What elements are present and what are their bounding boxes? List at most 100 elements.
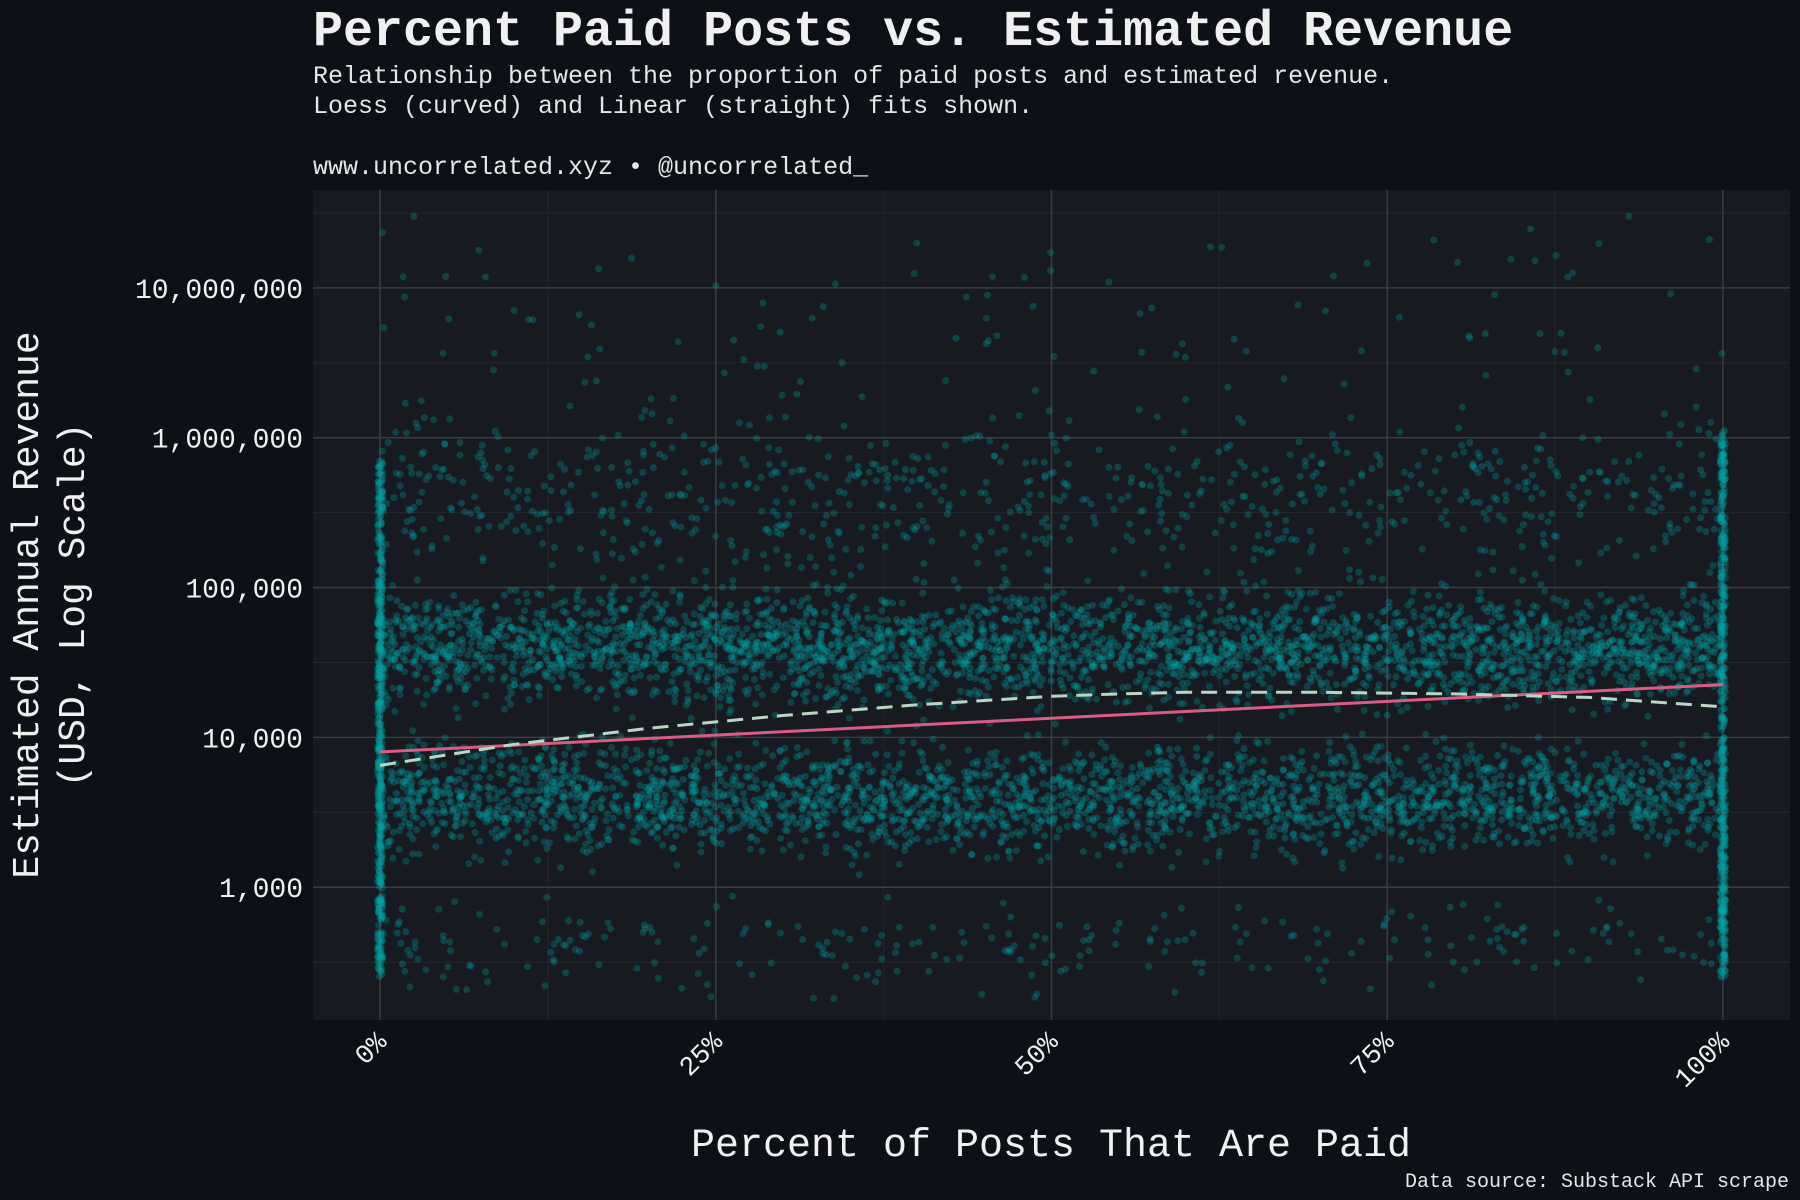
data-point <box>1556 673 1564 681</box>
data-point <box>992 658 1000 666</box>
data-point <box>1585 641 1592 649</box>
data-point <box>1404 601 1412 609</box>
data-point <box>1678 665 1686 672</box>
data-point <box>1002 597 1010 605</box>
data-point <box>1023 617 1031 625</box>
data-point <box>1271 617 1279 625</box>
data-point <box>1118 650 1126 658</box>
data-point <box>661 791 669 799</box>
data-point <box>602 817 610 825</box>
data-point <box>1698 599 1706 607</box>
data-point <box>754 684 762 692</box>
data-point <box>490 628 498 636</box>
data-point <box>1570 647 1578 655</box>
data-point <box>537 648 545 656</box>
data-point <box>1317 633 1325 641</box>
data-point <box>611 641 619 649</box>
data-point <box>1296 618 1304 626</box>
data-point <box>726 601 734 609</box>
data-point <box>1535 678 1543 686</box>
data-point <box>481 646 489 654</box>
data-point <box>652 615 660 623</box>
data-point <box>1592 633 1600 641</box>
data-point <box>1218 653 1226 660</box>
data-point <box>740 661 748 669</box>
data-point <box>1330 655 1338 663</box>
data-point <box>1377 660 1385 667</box>
data-point <box>849 653 857 661</box>
data-point <box>1039 780 1047 788</box>
data-point <box>555 637 563 645</box>
data-point <box>1428 665 1435 673</box>
data-point <box>1195 633 1203 641</box>
data-point <box>875 685 883 693</box>
data-point <box>1032 639 1040 647</box>
data-point <box>744 651 752 659</box>
data-point <box>1627 650 1635 658</box>
data-point <box>1570 634 1578 642</box>
data-point <box>909 638 917 645</box>
data-point <box>762 609 770 617</box>
data-point <box>1316 662 1324 670</box>
data-point <box>413 814 421 822</box>
data-point <box>473 674 481 682</box>
data-point <box>940 834 948 842</box>
data-point <box>839 673 847 681</box>
data-point <box>1387 829 1395 837</box>
data-point <box>895 760 903 768</box>
data-point <box>583 686 591 694</box>
data-point <box>846 634 854 642</box>
data-point <box>640 621 648 629</box>
data-point <box>399 653 407 661</box>
data-point <box>888 642 896 650</box>
data-point <box>770 629 778 637</box>
data-point <box>993 853 1000 861</box>
data-point <box>1574 737 1582 745</box>
data-point <box>391 641 399 648</box>
data-point <box>844 745 852 753</box>
data-point <box>1697 672 1705 680</box>
data-point <box>1266 684 1274 692</box>
data-point <box>1049 610 1056 618</box>
data-point <box>1084 649 1092 656</box>
data-point <box>529 656 536 664</box>
data-point <box>457 833 465 841</box>
data-point <box>1577 635 1585 643</box>
data-point <box>1352 654 1360 662</box>
data-point <box>1558 658 1566 666</box>
data-point <box>1388 642 1396 650</box>
data-point <box>700 694 708 701</box>
data-point <box>1390 681 1398 689</box>
data-point <box>1585 668 1593 675</box>
data-point <box>1231 616 1239 624</box>
data-point <box>1198 631 1205 639</box>
data-point <box>1311 616 1319 624</box>
data-point <box>1604 628 1612 636</box>
data-point <box>382 621 390 629</box>
data-point <box>1081 630 1089 638</box>
data-point <box>621 751 629 759</box>
data-point <box>1253 782 1261 789</box>
data-point <box>832 831 840 838</box>
data-point <box>1327 694 1335 702</box>
data-point <box>898 599 906 607</box>
data-point <box>1436 609 1444 617</box>
data-point <box>893 666 901 674</box>
data-point <box>1621 702 1629 710</box>
data-point <box>757 647 765 655</box>
data-point <box>518 683 526 691</box>
data-point <box>1224 776 1232 784</box>
data-point <box>561 597 569 605</box>
data-point <box>752 621 760 629</box>
data-point <box>1567 674 1575 681</box>
data-point <box>1513 647 1521 655</box>
data-point <box>1694 625 1702 632</box>
data-point <box>424 604 432 612</box>
data-point <box>737 648 744 656</box>
data-point <box>602 618 610 625</box>
data-point <box>540 607 548 615</box>
data-point <box>1574 772 1582 779</box>
data-point <box>1449 651 1457 659</box>
data-point <box>454 714 462 722</box>
data-point <box>1085 676 1093 684</box>
